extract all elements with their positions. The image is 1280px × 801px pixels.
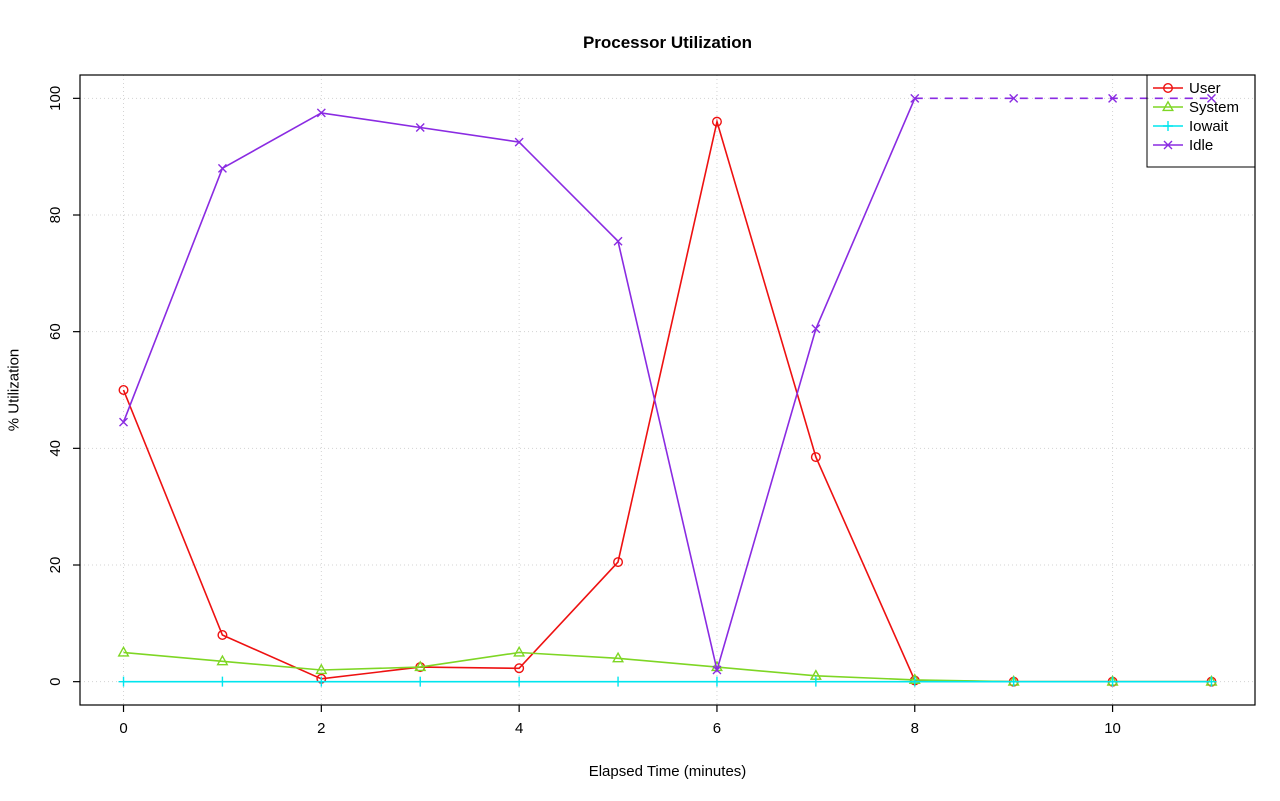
x-marker-icon: [910, 93, 920, 103]
x-tick-label: 8: [911, 720, 919, 737]
plus-marker-icon: [1008, 676, 1019, 687]
circle-marker-icon: [514, 663, 525, 674]
x-tick-label: 6: [713, 720, 721, 737]
plus-marker-icon: [118, 676, 129, 687]
x-marker-icon: [613, 236, 623, 246]
x-tick-label: 0: [119, 720, 127, 737]
x-marker-icon: [514, 137, 524, 147]
x-marker-icon: [316, 108, 326, 118]
triangle-marker-icon: [216, 654, 229, 666]
x-marker-icon: [415, 123, 425, 132]
legend-item-idle: Idle: [1153, 137, 1213, 154]
legend-box: [1146, 74, 1256, 168]
legend-label: System: [1189, 99, 1239, 116]
plus-marker-icon: [514, 676, 525, 687]
plus-marker-icon: [711, 676, 722, 687]
x-marker-icon: [1108, 93, 1118, 103]
x-axis-label: Elapsed Time (minutes): [588, 763, 747, 780]
triangle-marker-icon: [612, 651, 625, 663]
plus-marker-icon: [909, 676, 920, 687]
y-tick-label: 40: [47, 440, 64, 457]
y-tick-label: 20: [47, 557, 64, 574]
x-marker-icon: [1206, 93, 1216, 103]
triangle-marker-icon: [1162, 100, 1174, 112]
plus-marker-icon: [217, 676, 228, 687]
plot-box: [79, 74, 1256, 706]
legend-item-iowait: Iowait: [1153, 118, 1229, 135]
legend-item-user: User: [1153, 80, 1221, 97]
x-tick-label: 2: [317, 720, 325, 737]
circle-marker-icon: [711, 116, 722, 127]
series-iowait: [118, 676, 1217, 687]
circle-marker-icon: [613, 557, 624, 568]
plus-marker-icon: [316, 676, 327, 687]
series-line: [122, 97, 916, 674]
y-tick-label: 0: [47, 677, 64, 685]
circle-marker-icon: [118, 385, 129, 396]
x-tick-label: 10: [1104, 720, 1121, 737]
series-user: [118, 116, 1217, 687]
plus-marker-icon: [810, 676, 821, 687]
plus-marker-icon: [415, 676, 426, 687]
plus-marker-icon: [1163, 121, 1173, 131]
y-tick-label: 80: [47, 207, 64, 224]
series-line: [123, 651, 1212, 683]
circle-marker-icon: [217, 630, 228, 641]
x-marker-icon: [712, 665, 722, 675]
legend-item-system: System: [1153, 99, 1239, 116]
legend-label: User: [1189, 80, 1221, 97]
legend-label: Iowait: [1189, 118, 1229, 135]
x-marker-icon: [217, 163, 227, 173]
chart-title: Processor Utilization: [582, 33, 753, 52]
triangle-marker-icon: [414, 660, 427, 672]
plus-marker-icon: [613, 676, 624, 687]
series-system: [117, 645, 1218, 686]
circle-marker-icon: [1162, 82, 1173, 93]
y-tick-label: 60: [47, 323, 64, 340]
x-marker-icon: [811, 324, 821, 334]
x-marker-icon: [119, 417, 129, 427]
circle-marker-icon: [810, 452, 821, 463]
legend: User System Iowait Idle: [1146, 74, 1256, 168]
triangle-marker-icon: [117, 645, 130, 657]
legend-label: Idle: [1189, 137, 1213, 154]
triangle-marker-icon: [315, 663, 328, 675]
series-line: [122, 118, 1212, 683]
axes: [73, 97, 1114, 712]
series-idle: [119, 93, 1216, 675]
triangle-marker-icon: [513, 645, 526, 657]
x-tick-label: 4: [515, 720, 523, 737]
grid-lines: [80, 75, 1255, 705]
plus-marker-icon: [1206, 676, 1217, 687]
y-axis-label: % Utilization: [5, 348, 23, 432]
y-tick-label: 100: [47, 86, 64, 111]
plus-marker-icon: [1107, 676, 1118, 687]
x-marker-icon: [1009, 93, 1019, 103]
x-marker-icon: [1163, 140, 1173, 150]
